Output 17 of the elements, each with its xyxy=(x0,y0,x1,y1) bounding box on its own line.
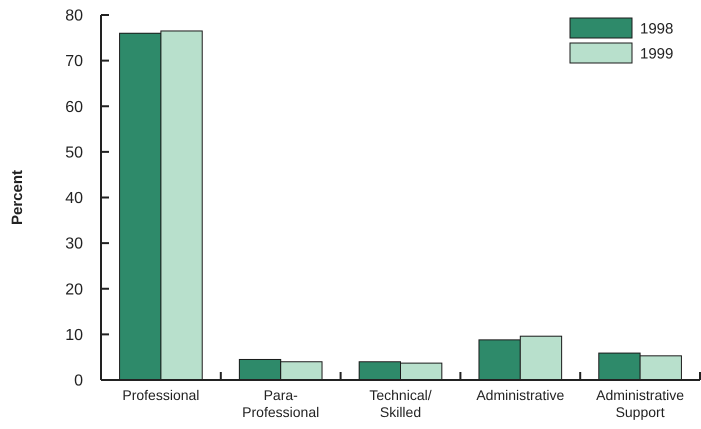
legend-label: 1999 xyxy=(640,45,674,62)
x-tick-label: Professional xyxy=(122,387,200,403)
x-tick-label: Para-Professional xyxy=(242,387,320,420)
y-tick-label: 80 xyxy=(65,8,84,25)
y-tick-label: 30 xyxy=(65,236,84,253)
y-tick-label: 40 xyxy=(65,190,84,208)
y-axis-title: Percent xyxy=(9,170,26,226)
y-tick-label: 50 xyxy=(65,144,84,162)
legend-label: 1998 xyxy=(640,20,674,38)
y-tick-label: 70 xyxy=(65,53,84,70)
y-tick-label: 60 xyxy=(65,98,84,116)
y-tick-label: 10 xyxy=(65,326,84,344)
x-tick-label: Administrative xyxy=(476,387,564,403)
x-tick-label: Administrative Support xyxy=(596,387,684,420)
y-tick-label: 0 xyxy=(74,372,84,390)
x-tick-label: Technical/Skilled xyxy=(369,387,432,420)
y-tick-label: 20 xyxy=(65,281,84,298)
